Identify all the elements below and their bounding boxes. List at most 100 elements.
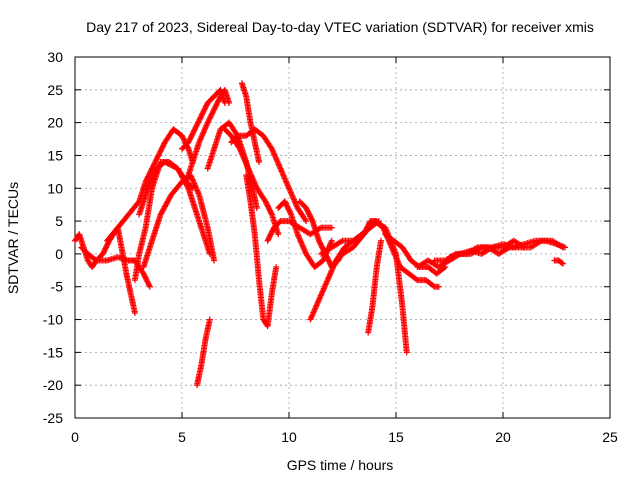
data-point (305, 208, 312, 215)
data-point (152, 159, 159, 166)
data-point (200, 107, 207, 114)
data-point (266, 206, 273, 213)
data-point (186, 136, 193, 143)
data-point (202, 105, 209, 112)
data-point (146, 283, 153, 290)
data-point (266, 207, 273, 214)
data-point (265, 236, 272, 243)
data-point (100, 249, 107, 256)
data-point (206, 316, 213, 323)
y-tick-label: -15 (43, 344, 63, 360)
data-point (193, 122, 200, 129)
data-point (562, 244, 569, 251)
y-tick-label: -20 (43, 377, 63, 393)
data-point (315, 237, 322, 244)
data-point (196, 117, 203, 124)
data-point (92, 256, 99, 263)
data-point (156, 151, 163, 158)
data-point (264, 202, 271, 209)
data-point (430, 282, 437, 289)
data-point (378, 237, 385, 244)
data-point (210, 107, 217, 114)
data-point (145, 281, 152, 288)
data-point (360, 231, 367, 238)
x-tick-label: 0 (71, 429, 79, 445)
data-point (214, 98, 221, 105)
data-point (154, 155, 161, 162)
data-point (209, 110, 216, 117)
x-tick-label: 5 (178, 429, 186, 445)
data-point (273, 264, 280, 271)
data-point (205, 118, 212, 125)
data-point (275, 231, 282, 238)
plot-frame (74, 56, 611, 419)
data-point (143, 275, 150, 282)
data-point (306, 212, 313, 219)
grid-lines (75, 57, 610, 418)
y-axis-title: SDTVAR / TECUs (5, 182, 21, 294)
data-point (403, 349, 410, 356)
data-point (263, 199, 270, 206)
data-point (143, 177, 150, 184)
data-point (180, 136, 187, 143)
data-point (253, 204, 260, 211)
data-point (141, 273, 148, 280)
data-point (267, 232, 274, 239)
data-point (269, 228, 276, 235)
data-point (158, 145, 165, 152)
data-point (154, 153, 161, 160)
data-point (435, 283, 442, 290)
data-point (186, 138, 193, 145)
data-point (213, 101, 220, 108)
data-point (157, 148, 164, 155)
data-point (307, 214, 314, 221)
data-point (192, 124, 199, 131)
data-point (306, 211, 313, 218)
data-point (101, 248, 108, 255)
data-point (194, 120, 201, 127)
data-point (179, 132, 185, 139)
data-point (308, 215, 315, 222)
data-point (323, 253, 330, 260)
data-point (156, 149, 163, 156)
data-point (282, 199, 289, 206)
data-point (284, 203, 291, 210)
data-point (324, 256, 331, 263)
data-point (267, 231, 274, 238)
x-tick-label: 25 (602, 429, 618, 445)
data-point (365, 222, 372, 229)
data-point (184, 183, 191, 190)
data-point (265, 203, 272, 210)
data-point (153, 156, 160, 163)
y-tick-label: 5 (55, 213, 63, 229)
data-point (205, 117, 212, 124)
data-point (362, 228, 369, 235)
data-point (305, 210, 312, 217)
y-tick-label: 15 (47, 147, 63, 163)
x-axis-title: GPS time / hours (287, 457, 394, 473)
data-point (160, 141, 167, 148)
data-point (559, 260, 566, 267)
data-point (268, 210, 275, 217)
data-point (142, 274, 149, 281)
data-point (207, 113, 214, 120)
data-point (158, 147, 165, 154)
data-point (262, 198, 269, 205)
data-point (303, 218, 310, 225)
data-point (200, 109, 207, 116)
x-tick-label: 20 (495, 429, 511, 445)
data-point (208, 111, 215, 118)
data-point (269, 227, 276, 234)
data-point (144, 278, 151, 285)
data-point (364, 224, 371, 231)
data-point (152, 157, 159, 164)
data-point (214, 99, 221, 106)
data-point (317, 240, 324, 247)
data-point (189, 130, 196, 137)
data-point (151, 160, 158, 167)
data-point (316, 239, 323, 246)
data-point (364, 223, 371, 230)
data-point (199, 110, 206, 117)
data-point (203, 102, 210, 109)
